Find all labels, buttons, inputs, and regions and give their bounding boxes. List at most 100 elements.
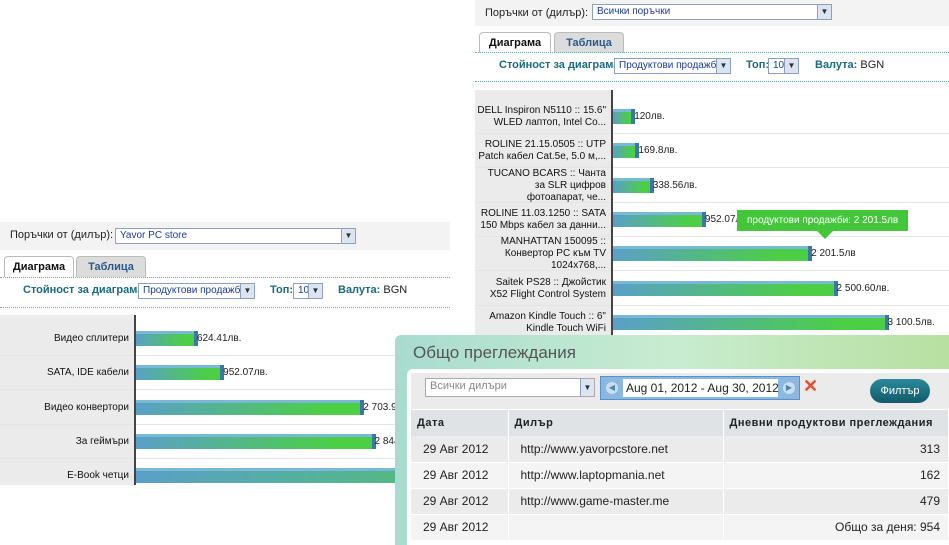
chevron-down-icon: ▼: [240, 284, 254, 298]
cell-views: Общо за деня: 954: [723, 514, 949, 541]
category-label: ROLINE 21.15.0505 :: UTP Patch кабел Cat…: [478, 139, 606, 163]
sales-panel-dealer: Поръчки от (дилър): Yavor PC store ▼ Диаг…: [0, 222, 450, 485]
chevron-down-icon: ▼: [716, 59, 730, 73]
col-date[interactable]: Дата: [411, 410, 509, 436]
chart-tooltip: продуктови продажби: 2 201.5лв: [737, 210, 909, 239]
table-row: 29 Авг 2012 http://www.game-master.me 479: [411, 488, 949, 515]
dealer-filter-bar: Поръчки от (дилър): Всички поръчки ▼: [475, 0, 949, 26]
bar[interactable]: [136, 365, 225, 381]
bar[interactable]: [613, 280, 838, 296]
category-label: SATA, IDE кабели: [46, 367, 129, 379]
data-label: 2 500.60лв.: [836, 282, 890, 294]
category-label: Видео сплитери: [53, 333, 129, 344]
chart-value-select[interactable]: Продуктови продажби ▼: [614, 58, 731, 74]
cell-dealer: [508, 514, 724, 541]
gridline: [0, 356, 450, 391]
data-label: 2 844.: [374, 435, 403, 447]
chart-value-select-value: Продуктови продажби: [143, 285, 246, 296]
gridline: [0, 322, 450, 357]
divider: [0, 277, 450, 278]
currency-label: Валута:: [338, 284, 381, 296]
category-label: Amazon Kindle Touch :: 6" Kindle Touch W…: [489, 310, 606, 334]
gridline: [475, 134, 949, 169]
bar[interactable]: [613, 143, 640, 159]
data-label: 338.56лв.: [652, 179, 698, 191]
bar[interactable]: [613, 314, 889, 330]
category-label: E-Book четци: [67, 470, 129, 482]
top-select[interactable]: 10 ▼: [293, 283, 323, 299]
filter-bar: Всички дилъри ▼ ◀ Aug 01, 2012 - Aug 30, …: [411, 373, 949, 409]
date-range-input[interactable]: Aug 01, 2012 - Aug 30, 2012: [623, 379, 779, 397]
data-label: 120лв.: [634, 111, 665, 122]
category-axis-area: [475, 90, 612, 340]
category-label: Saitek PS28 :: Джойстик X52 Flight Contr…: [489, 276, 606, 300]
date-range-picker[interactable]: ◀ Aug 01, 2012 - Aug 30, 2012 ▶: [600, 376, 800, 400]
category-label: TUCANO BCARS :: Чанта за SLR цифров фото…: [487, 167, 606, 203]
chevron-down-icon: ▼: [308, 284, 322, 298]
bar[interactable]: [613, 211, 706, 227]
tab-table[interactable]: Таблица: [76, 256, 146, 277]
col-dealer[interactable]: Дилър: [508, 410, 724, 436]
tab-chart[interactable]: Диаграма: [479, 32, 551, 53]
top-select-value: 10: [298, 285, 310, 296]
category-label: DELL Inspiron N5110 :: 15.6" WLED лаптоп…: [477, 105, 606, 128]
table-row: 29 Авг 2012 http://www.yavorpcstore.net 31…: [411, 436, 949, 463]
dealer-select[interactable]: Yavor PC store ▼: [115, 228, 356, 244]
bar[interactable]: [613, 177, 654, 193]
filter-button[interactable]: Филтър: [870, 379, 930, 403]
sales-panel-all: Поръчки от (дилър): Всички поръчки ▼ Диаг…: [475, 0, 949, 340]
bar[interactable]: [136, 399, 365, 415]
col-daily-views[interactable]: Дневни продуктови преглеждания: [723, 410, 949, 436]
cell-date: 29 Авг 2012: [411, 462, 509, 489]
data-label: 2 201.5лв: [811, 248, 856, 260]
cell-views: 313: [723, 436, 949, 463]
data-label: 952.07лв.: [223, 367, 268, 379]
table-row: 29 Авг 2012 http://www.laptopmania.net 162: [411, 462, 949, 489]
y-axis: [134, 315, 136, 485]
currency-label: Валута:: [815, 59, 858, 71]
category-label: За геймъри: [75, 435, 129, 447]
data-label: 952.07лв.: [704, 213, 750, 225]
bar[interactable]: [613, 246, 813, 262]
gridline: [475, 100, 949, 135]
total-views-panel: Общо преглеждания Всички дилъри ▼ ◀ Aug 0…: [395, 335, 949, 545]
cell-views: 479: [723, 488, 949, 515]
tab-table[interactable]: Таблица: [554, 32, 624, 53]
bar[interactable]: [136, 331, 198, 346]
cell-date: 29 Авг 2012: [411, 488, 509, 515]
dealer-select-value: Yavor PC store: [120, 230, 188, 241]
prev-arrow-icon[interactable]: ◀: [606, 382, 618, 394]
tab-chart[interactable]: Диаграма: [4, 256, 74, 277]
table-row: 29 Авг 2012 Общо за деня: 954: [411, 514, 949, 541]
chevron-down-icon: ▼: [341, 229, 355, 243]
dealer-label: Поръчки от (дилър):: [10, 229, 114, 241]
chevron-down-icon: ▼: [817, 5, 831, 19]
bar[interactable]: [136, 433, 376, 449]
chart-value-label: Стойност за диаграма:: [23, 284, 147, 296]
category-axis-area: [0, 315, 135, 485]
bar[interactable]: [136, 468, 450, 484]
top-select[interactable]: 10 ▼: [768, 58, 799, 74]
gridline: [475, 237, 949, 272]
clear-date-icon[interactable]: ✕: [803, 376, 819, 396]
chevron-down-icon: ▼: [784, 59, 798, 73]
gridline: [475, 271, 949, 306]
category-label: MANHATTAN 150095 :: Конвертор PC към TV …: [500, 236, 606, 272]
cell-dealer: http://www.game-master.me: [508, 488, 724, 515]
dealer-select[interactable]: Всички дилъри ▼: [425, 378, 595, 397]
data-label: 2 703.9лв.: [363, 401, 411, 413]
views-table: Дата Дилър Дневни продуктови преглеждани…: [411, 410, 949, 541]
gridline: [0, 390, 450, 425]
data-label: 169.8лв.: [638, 145, 678, 157]
data-label: 3 100.5лв.: [887, 316, 935, 328]
gridline: [475, 168, 949, 203]
dealer-filter-bar: Поръчки от (дилър): Yavor PC store ▼: [0, 222, 450, 250]
cell-views: 162: [723, 462, 949, 489]
bar[interactable]: [613, 109, 636, 124]
dealer-label: Поръчки от (дилър):: [485, 7, 589, 19]
dealer-select[interactable]: Всички поръчки ▼: [592, 4, 832, 20]
dealer-select-value: Всички поръчки: [597, 6, 671, 17]
chart-value-select[interactable]: Продуктови продажби ▼: [138, 283, 255, 299]
next-arrow-icon[interactable]: ▶: [783, 382, 795, 394]
dealer-select-placeholder: Всички дилъри: [430, 380, 507, 392]
